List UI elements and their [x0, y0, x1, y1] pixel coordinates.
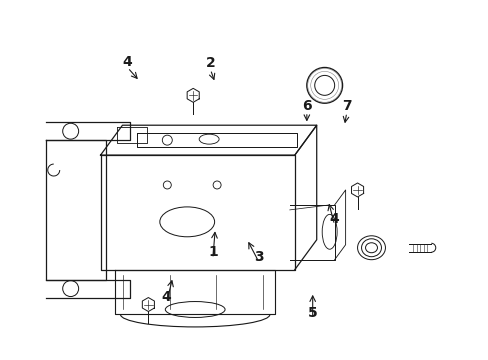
Text: 4: 4: [122, 55, 132, 69]
Text: 4: 4: [329, 212, 339, 226]
Text: 4: 4: [162, 289, 171, 303]
Text: 1: 1: [207, 245, 217, 259]
Text: 2: 2: [205, 57, 215, 71]
Text: 6: 6: [302, 99, 311, 113]
Text: 7: 7: [341, 99, 351, 113]
Text: 5: 5: [307, 306, 317, 320]
Text: 3: 3: [254, 250, 264, 264]
